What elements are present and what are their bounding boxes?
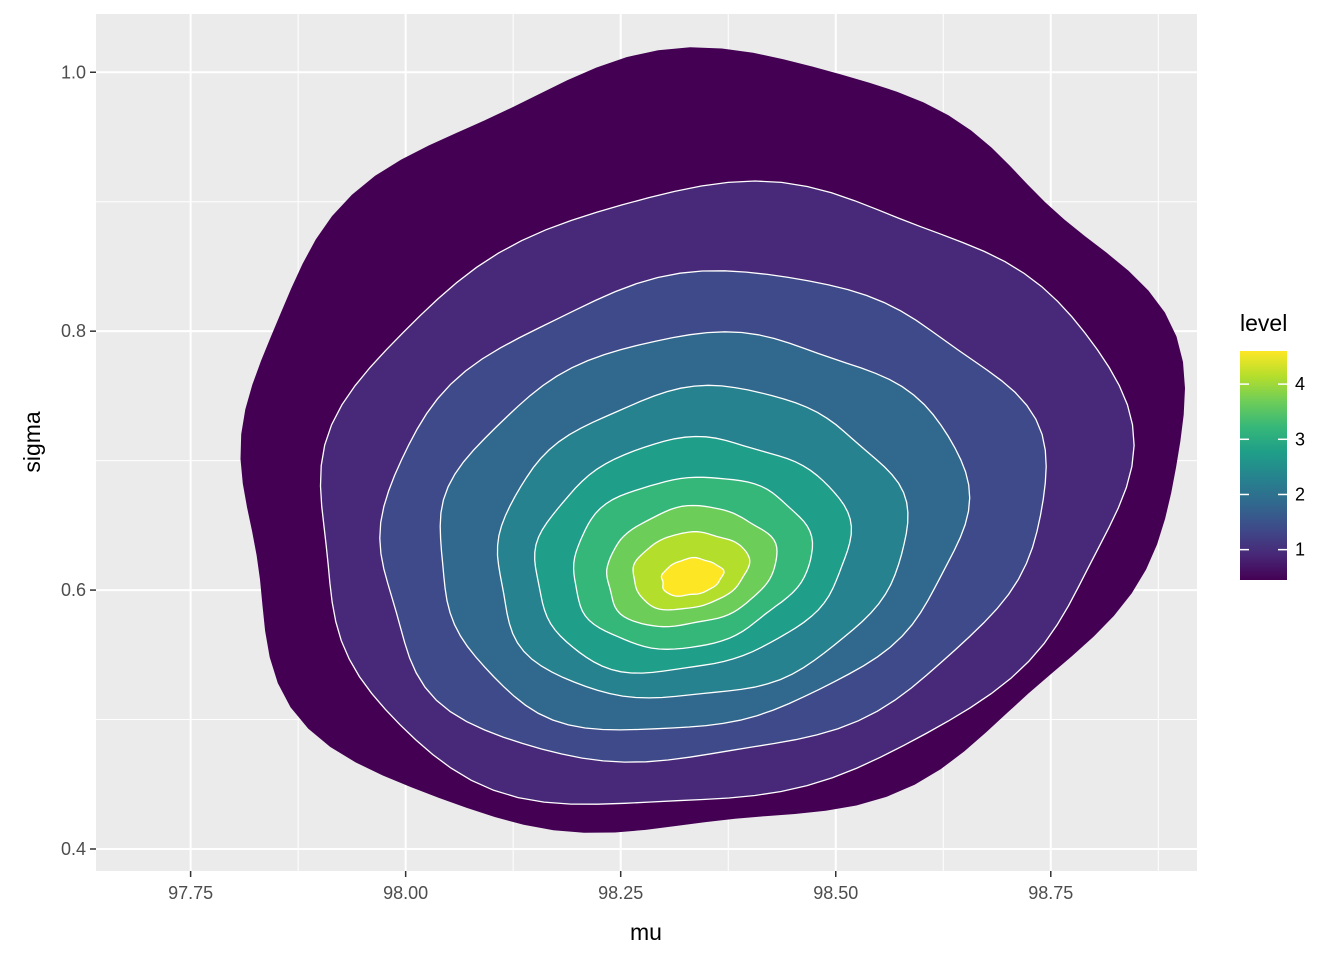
x-tick-label: 97.75 xyxy=(168,883,213,903)
contour-band-10 xyxy=(660,556,725,597)
y-axis-title: sigma xyxy=(19,411,45,473)
y-axis: 0.4 0.6 0.8 1.0 xyxy=(61,62,96,859)
y-tick-label: 0.4 xyxy=(61,839,86,859)
x-tick-label: 98.50 xyxy=(813,883,858,903)
y-tick-label: 0.6 xyxy=(61,580,86,600)
legend-ticks: 1 2 3 4 xyxy=(1240,374,1305,560)
x-tick-label: 98.25 xyxy=(598,883,643,903)
legend: level 1 2 3 4 xyxy=(1240,310,1305,580)
x-axis: 97.75 98.00 98.25 98.50 98.75 xyxy=(168,871,1073,903)
y-tick-label: 0.8 xyxy=(61,321,86,341)
legend-tick-label: 2 xyxy=(1295,484,1305,504)
x-axis-title: mu xyxy=(630,919,662,945)
x-tick-label: 98.75 xyxy=(1028,883,1073,903)
legend-tick-label: 3 xyxy=(1295,429,1305,449)
legend-colorbar xyxy=(1240,351,1287,580)
legend-title: level xyxy=(1240,310,1287,336)
legend-tick-label: 1 xyxy=(1295,540,1305,560)
density-contours xyxy=(240,47,1185,833)
legend-tick-label: 4 xyxy=(1295,374,1305,394)
y-tick-label: 1.0 xyxy=(61,62,86,82)
x-tick-label: 98.00 xyxy=(383,883,428,903)
